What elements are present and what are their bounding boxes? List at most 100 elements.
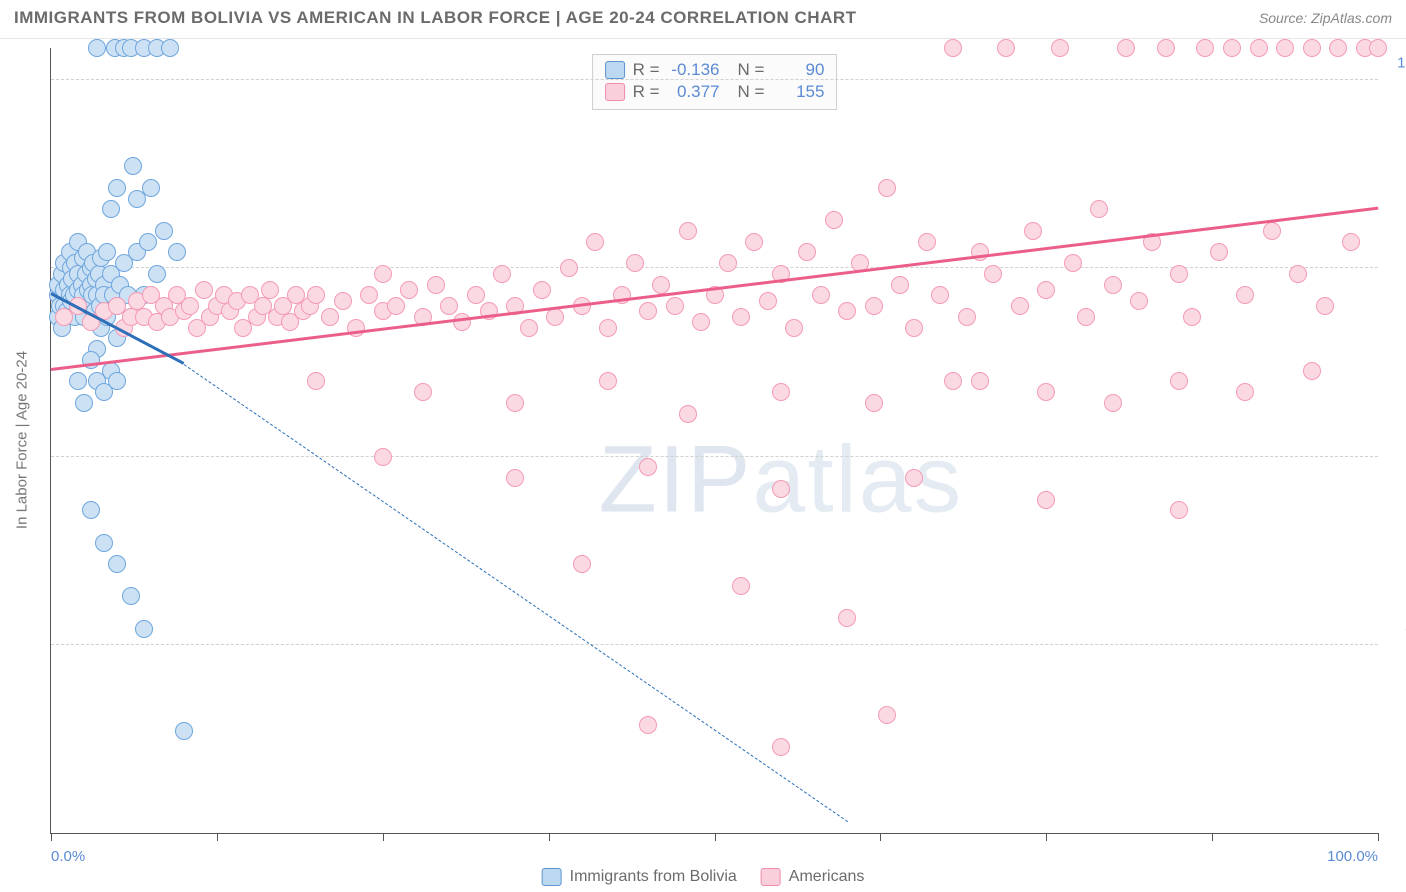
data-point bbox=[798, 243, 816, 261]
data-point bbox=[62, 259, 80, 277]
swatch-bolivia bbox=[605, 61, 625, 79]
data-point bbox=[1342, 233, 1360, 251]
data-point bbox=[971, 372, 989, 390]
data-point bbox=[1250, 39, 1268, 57]
data-point bbox=[453, 313, 471, 331]
data-point bbox=[135, 286, 153, 304]
data-point bbox=[360, 286, 378, 304]
data-point bbox=[195, 281, 213, 299]
data-point bbox=[221, 302, 239, 320]
data-point bbox=[106, 39, 124, 57]
r-value-bolivia: -0.136 bbox=[668, 60, 720, 80]
data-point bbox=[124, 157, 142, 175]
data-point bbox=[61, 243, 79, 261]
scatter-plot-area: ZIPatlas R = -0.136 N = 90 R = 0.377 N =… bbox=[50, 48, 1378, 834]
data-point bbox=[122, 587, 140, 605]
data-point bbox=[1090, 200, 1108, 218]
data-point bbox=[546, 308, 564, 326]
data-point bbox=[1263, 222, 1281, 240]
data-point bbox=[1236, 383, 1254, 401]
data-point bbox=[55, 308, 73, 326]
data-point bbox=[115, 39, 133, 57]
data-point bbox=[652, 276, 670, 294]
data-point bbox=[1051, 39, 1069, 57]
data-point bbox=[626, 254, 644, 272]
data-point bbox=[506, 394, 524, 412]
data-point bbox=[128, 190, 146, 208]
data-point bbox=[261, 281, 279, 299]
data-point bbox=[1356, 39, 1374, 57]
data-point bbox=[135, 308, 153, 326]
data-point bbox=[1117, 39, 1135, 57]
data-point bbox=[95, 276, 113, 294]
data-point bbox=[122, 308, 140, 326]
source-attribution: Source: ZipAtlas.com bbox=[1259, 10, 1392, 26]
data-point bbox=[95, 534, 113, 552]
data-point bbox=[533, 281, 551, 299]
data-point bbox=[95, 286, 113, 304]
grid-line bbox=[51, 79, 1378, 80]
data-point bbox=[201, 308, 219, 326]
data-point bbox=[78, 243, 96, 261]
data-point bbox=[1236, 286, 1254, 304]
data-point bbox=[918, 233, 936, 251]
data-point bbox=[139, 233, 157, 251]
data-point bbox=[639, 302, 657, 320]
x-tick-label: 0.0% bbox=[51, 848, 85, 865]
data-point bbox=[122, 39, 140, 57]
data-point bbox=[1104, 394, 1122, 412]
legend-item-bolivia: Immigrants from Bolivia bbox=[542, 868, 737, 886]
x-tick bbox=[1046, 833, 1047, 841]
data-point bbox=[1303, 362, 1321, 380]
grid-line bbox=[51, 267, 1378, 268]
data-point bbox=[69, 281, 87, 299]
data-point bbox=[599, 319, 617, 337]
data-point bbox=[98, 243, 116, 261]
data-point bbox=[745, 233, 763, 251]
data-point bbox=[307, 286, 325, 304]
data-point bbox=[91, 297, 109, 315]
data-point bbox=[1369, 39, 1387, 57]
data-point bbox=[104, 286, 122, 304]
data-point bbox=[1037, 281, 1055, 299]
n-value-americans: 155 bbox=[772, 82, 824, 102]
data-point bbox=[838, 302, 856, 320]
data-point bbox=[254, 297, 272, 315]
x-tick bbox=[715, 833, 716, 841]
data-point bbox=[692, 313, 710, 331]
data-point bbox=[759, 292, 777, 310]
legend-item-americans: Americans bbox=[761, 868, 865, 886]
data-point bbox=[168, 286, 186, 304]
data-point bbox=[108, 372, 126, 390]
data-point bbox=[931, 286, 949, 304]
data-point bbox=[1037, 383, 1055, 401]
legend-label-americans: Americans bbox=[789, 868, 865, 886]
data-point bbox=[666, 297, 684, 315]
data-point bbox=[95, 383, 113, 401]
data-point bbox=[88, 39, 106, 57]
data-point bbox=[905, 469, 923, 487]
data-point bbox=[400, 281, 418, 299]
data-point bbox=[944, 39, 962, 57]
data-point bbox=[506, 469, 524, 487]
data-point bbox=[374, 448, 392, 466]
data-point bbox=[772, 383, 790, 401]
data-point bbox=[111, 276, 129, 294]
data-point bbox=[1104, 276, 1122, 294]
data-point bbox=[825, 211, 843, 229]
data-point bbox=[1064, 254, 1082, 272]
data-point bbox=[161, 39, 179, 57]
x-tick bbox=[383, 833, 384, 841]
data-point bbox=[181, 297, 199, 315]
data-point bbox=[1316, 297, 1334, 315]
y-axis-label: In Labor Force | Age 20-24 bbox=[14, 351, 31, 529]
data-point bbox=[135, 39, 153, 57]
data-point bbox=[639, 716, 657, 734]
data-point bbox=[1130, 292, 1148, 310]
data-point bbox=[1276, 39, 1294, 57]
data-point bbox=[520, 319, 538, 337]
data-point bbox=[234, 319, 252, 337]
data-point bbox=[108, 179, 126, 197]
data-point bbox=[997, 39, 1015, 57]
data-point bbox=[208, 297, 226, 315]
